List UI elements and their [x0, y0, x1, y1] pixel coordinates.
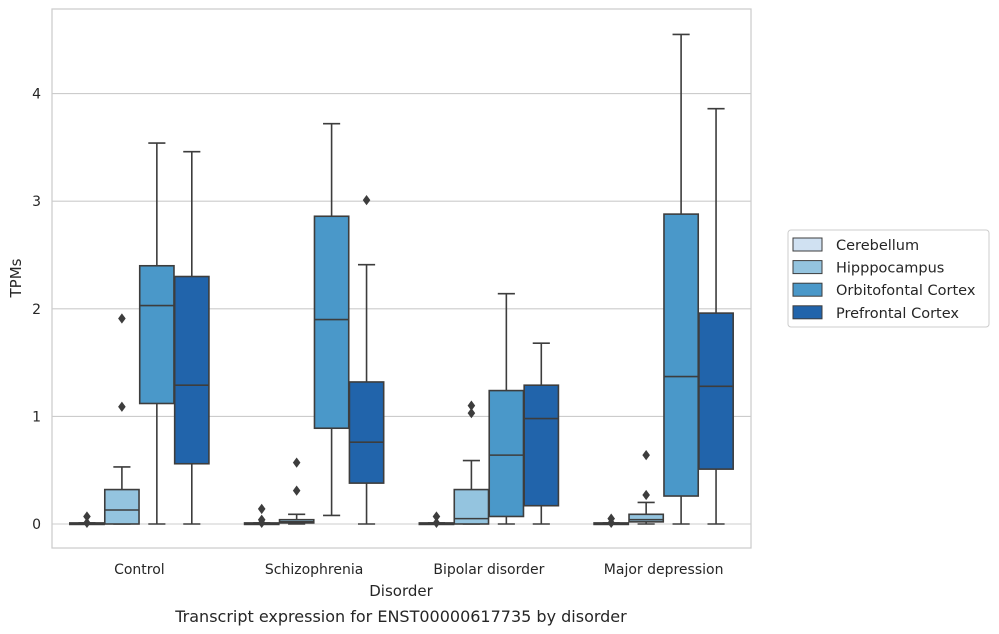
y-tick-label: 3: [32, 194, 41, 210]
legend-swatch-prefrontal-cortex: [792, 305, 823, 320]
outlier-point-cerebellum: [83, 511, 91, 522]
outlier-point-cerebellum: [257, 503, 266, 515]
outlier-point-hipppocampus: [467, 408, 476, 419]
outlier-point-hipppocampus: [642, 450, 650, 461]
outlier-point-hipppocampus: [118, 313, 126, 324]
box-orbitofontal-cortex: [138, 264, 175, 405]
x-tick-label: Major depression: [604, 562, 724, 578]
legend-frame: [787, 229, 990, 328]
box-group-bipolar-disorder: [418, 292, 560, 529]
outlier-point-hipppocampus: [118, 401, 126, 412]
legend-swatch-orbitofontal-cortex: [792, 282, 823, 297]
outlier-point-hipppocampus: [467, 400, 476, 411]
box-group-schizophrenia: [243, 122, 385, 529]
x-tick-labels: Control Schizophrenia Bipolar disorder Majo…: [114, 562, 723, 578]
y-tick-label: 2: [32, 302, 41, 318]
y-tick-labels: 0 1 2 3 4: [32, 87, 41, 533]
y-tick-label: 1: [32, 409, 41, 425]
box-hipppocampus: [628, 513, 665, 523]
box-orbitofontal-cortex: [663, 213, 700, 497]
outlier-point-cerebellum: [432, 517, 441, 529]
outlier-point-hipppocampus: [292, 485, 301, 496]
box-orbitofontal-cortex: [488, 389, 525, 518]
x-tick-label: Bipolar disorder: [433, 562, 544, 578]
x-axis-label: Disorder: [369, 582, 433, 600]
x-tick-label: Schizophrenia: [265, 562, 363, 578]
outlier-point-prefrontal-cortex: [362, 194, 371, 206]
legend-label: Hipppocampus: [836, 261, 944, 277]
chart-caption: Transcript expression for ENST0000061773…: [174, 607, 627, 626]
box-prefrontal-cortex: [698, 312, 734, 470]
outlier-point-cerebellum: [432, 511, 441, 522]
outlier-point-cerebellum: [83, 517, 91, 529]
y-axis-label: TPMs: [7, 258, 25, 298]
legend-swatch-cerebellum: [792, 237, 823, 252]
outlier-point-cerebellum: [607, 513, 615, 524]
legend-label: Prefrontal Cortex: [836, 306, 959, 322]
box-hipppocampus: [103, 488, 140, 525]
y-tick-label: 0: [32, 517, 41, 533]
box-group-control: [69, 142, 210, 529]
legend-label: Orbitofontal Cortex: [836, 283, 976, 299]
box-prefrontal-cortex: [348, 381, 385, 484]
box-groups: [69, 33, 734, 529]
x-tick-label: Control: [114, 562, 165, 578]
box-prefrontal-cortex: [173, 275, 210, 465]
outlier-point-cerebellum: [257, 514, 266, 525]
outlier-point-hipppocampus: [642, 489, 650, 501]
box-orbitofontal-cortex: [313, 215, 350, 430]
box-prefrontal-cortex: [523, 384, 560, 507]
outlier-point-hipppocampus: [292, 457, 301, 468]
y-tick-label: 4: [32, 87, 41, 103]
legend-swatch-hipppocampus: [792, 260, 823, 275]
box-group-major-depression: [593, 33, 734, 529]
legend: Cerebellum Hipppocampus Orbitofontal Corte…: [787, 229, 990, 328]
legend-label: Cerebellum: [836, 238, 919, 254]
